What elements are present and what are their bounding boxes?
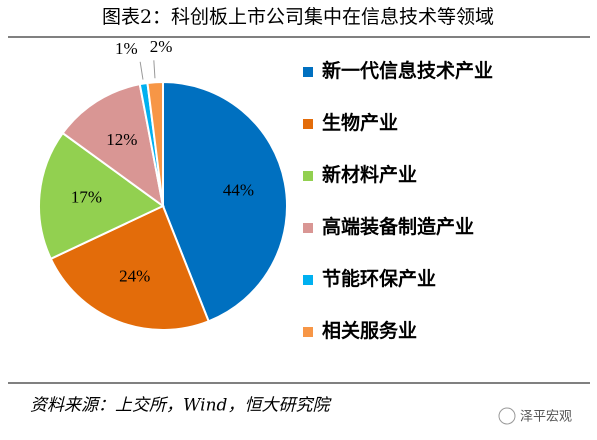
legend-label: 新材料产业 xyxy=(322,163,417,186)
legend-swatch xyxy=(303,67,313,77)
legend-swatch xyxy=(303,171,313,181)
pie-slice xyxy=(146,80,164,207)
legend-label: 生物产业 xyxy=(322,111,398,134)
pie-slice xyxy=(162,80,288,323)
leader-line xyxy=(139,61,144,80)
legend-label: 相关服务业 xyxy=(322,319,417,342)
data-label: 44% xyxy=(223,181,254,200)
legend-swatch xyxy=(303,327,313,337)
data-label: 24% xyxy=(119,266,150,285)
watermark-icon xyxy=(498,407,516,425)
legend-swatch xyxy=(303,275,313,285)
legend-label: 高端装备制造产业 xyxy=(322,215,474,238)
legend-label: 节能环保产业 xyxy=(322,267,436,290)
source: 资料来源：上交所，Wind，恒大研究院 xyxy=(30,396,332,416)
pie-slice xyxy=(61,83,165,209)
data-label: 17% xyxy=(71,188,102,207)
legend-swatch xyxy=(303,119,313,129)
data-label: 2% xyxy=(150,37,173,56)
data-label: 12% xyxy=(106,130,137,149)
watermark: 泽平宏观 xyxy=(520,410,572,425)
leader-line xyxy=(153,60,156,79)
pie-slice xyxy=(49,204,210,331)
data-label: 1% xyxy=(115,39,138,58)
legend-swatch xyxy=(303,223,313,233)
legend-label: 新一代信息技术产业 xyxy=(322,59,493,82)
chart-title: 图表2：科创板上市公司集中在信息技术等领域 xyxy=(102,6,494,28)
pie-slice xyxy=(38,131,165,261)
